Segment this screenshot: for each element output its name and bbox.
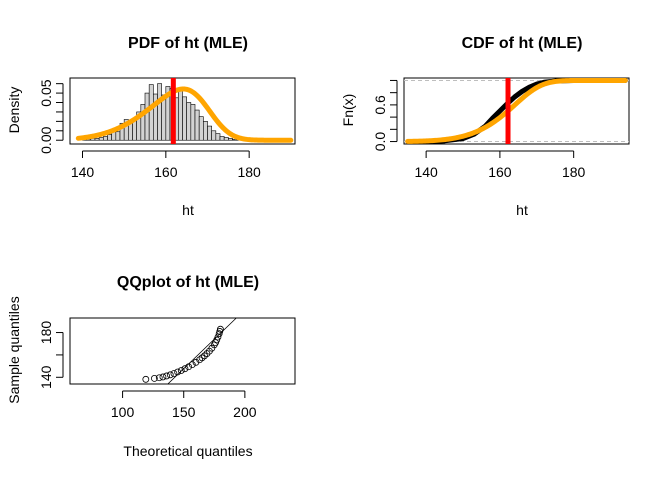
pdf-xlabel: ht (182, 202, 194, 218)
histogram-bar (198, 116, 204, 141)
cdf-y-tick-label: 0.6 (372, 95, 388, 115)
cdf-plot-box (403, 77, 630, 145)
qq-point (174, 368, 182, 376)
qq-point (177, 367, 185, 374)
pdf-ylabel: Density (6, 87, 22, 134)
cdf-ecdf-group (423, 77, 628, 145)
pdf-panel: PDF of ht (MLE) ht Density 140 160 180 0.0… (6, 35, 296, 218)
cdf-xlabel: ht (516, 202, 528, 218)
histogram-bar (115, 131, 121, 141)
pdf-x-tick-label: 140 (71, 164, 95, 180)
cdf-ylabel: Fn(x) (340, 94, 356, 127)
histogram-bar (94, 138, 100, 141)
qq-x-tick-label: 100 (111, 404, 135, 420)
qq-point (155, 374, 163, 382)
qq-point (208, 344, 216, 352)
pdf-y-tick-label: 0.05 (38, 79, 54, 106)
histogram-bar (182, 96, 187, 141)
cdf-y-axis: 0.0 0.6 (372, 79, 398, 152)
histogram-bar (215, 133, 221, 141)
cdf-y-tick-label: 0.0 (372, 132, 388, 152)
histogram-bar (148, 84, 154, 141)
qq-point (181, 365, 189, 373)
histogram-bar (178, 90, 183, 141)
qq-point (213, 336, 221, 344)
qq-x-axis: 100 150 200 (111, 390, 257, 420)
qq-point (159, 373, 167, 381)
qq-y-axis: 140 180 (38, 321, 64, 389)
qq-reference-line-group (167, 317, 237, 385)
qq-plot-box (69, 317, 296, 385)
qq-x-tick-label: 200 (233, 404, 257, 420)
qq-point (203, 350, 211, 357)
histogram-bar (211, 130, 217, 141)
histogram-bar (157, 83, 162, 141)
qq-point (163, 372, 171, 380)
cdf-guide-lines (404, 79, 629, 143)
qq-y-tick-label: 180 (38, 321, 54, 345)
pdf-y-tick-label: 0.00 (38, 126, 54, 153)
qq-point (170, 370, 178, 377)
cdf-title: CDF of ht (MLE) (462, 35, 583, 52)
qq-point (198, 354, 206, 362)
histogram-bar (219, 136, 225, 141)
pdf-title: PDF of ht (MLE) (128, 35, 248, 52)
histogram-bar (186, 102, 192, 141)
histogram-bar (228, 138, 233, 141)
histogram-bar (207, 125, 212, 141)
pdf-fit-curve (75, 86, 294, 143)
qq-point (217, 325, 224, 333)
qq-point (150, 375, 158, 382)
qq-point (185, 363, 193, 371)
pdf-x-tick-label: 160 (154, 164, 178, 180)
pdf-fit-curve-group (75, 86, 294, 143)
pdf-plot-box (69, 77, 296, 145)
pdf-x-axis: 140 160 180 (71, 150, 261, 180)
cdf-x-tick-label: 180 (562, 164, 586, 180)
qq-points (142, 325, 224, 383)
histogram-bar (144, 92, 150, 141)
qq-point (196, 356, 204, 364)
cdf-x-axis: 140 160 180 (414, 150, 586, 180)
qq-xlabel: Theoretical quantiles (123, 443, 252, 459)
histogram-bar (190, 104, 196, 141)
qq-reference-line (167, 317, 237, 385)
histogram-bar (103, 136, 108, 141)
pdf-x-tick-label: 180 (237, 164, 261, 180)
qq-point (188, 361, 196, 369)
qq-point (166, 371, 174, 379)
qq-y-tick-label: 140 (38, 365, 54, 389)
cdf-fit-curve (405, 77, 628, 144)
cdf-fit-curve-group (405, 77, 628, 144)
qq-point (201, 352, 208, 360)
histogram-bar (194, 109, 200, 141)
qq-point (142, 375, 150, 383)
qq-ylabel: Sample quantiles (6, 296, 22, 403)
qq-x-tick-label: 150 (172, 404, 196, 420)
cdf-x-tick-label: 140 (414, 164, 438, 180)
histogram-bar (223, 137, 229, 141)
histogram-bar (203, 121, 208, 141)
histogram-bar (98, 137, 104, 141)
histogram-bar (107, 134, 112, 141)
cdf-panel: CDF of ht (MLE) ht Fn(x) 140 160 180 0.00.… (340, 35, 630, 218)
qq-title: QQplot of ht (MLE) (117, 274, 259, 291)
qq-panel: QQplot of ht (MLE) Theoretical quantiles… (6, 274, 296, 459)
pdf-y-axis: 0.00 0.05 (38, 79, 64, 154)
cdf-ecdf-line (423, 77, 628, 145)
cdf-x-tick-label: 160 (488, 164, 512, 180)
